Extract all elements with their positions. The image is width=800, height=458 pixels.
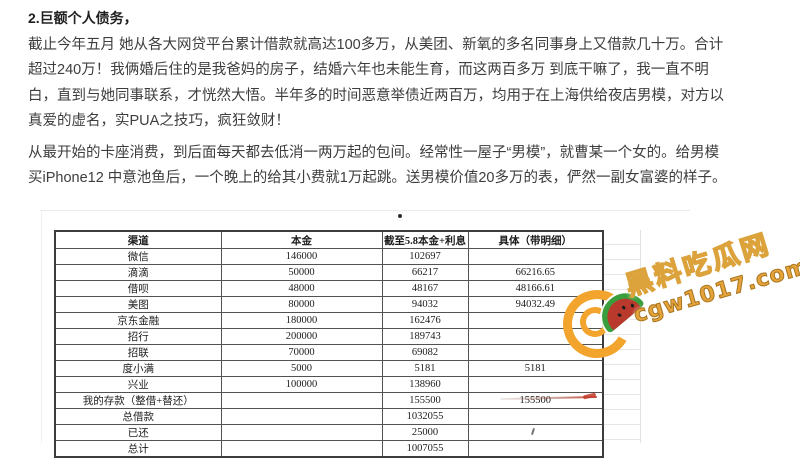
table-row: 兴业 100000 138960 [54,376,604,393]
table-cell [467,424,604,441]
table-cell: 48167 [381,280,469,297]
table-cell: 94032 [381,296,469,313]
col-header-channel: 渠道 [54,230,222,249]
table-cell: 微信 [54,248,222,265]
table-cell: 招行 [54,328,222,345]
table-cell [467,248,604,265]
table-cell: 总借款 [54,408,222,425]
table-cell: 美图 [54,296,222,313]
table-cell: 5181 [381,360,469,377]
paragraph-spending-detail: 从最开始的卡座消费，到后面每天都去低消一两万起的包间。经常性一屋子“男模”，就曹… [28,141,727,192]
table-cell: 50000 [220,264,383,281]
table-cell: 66217 [381,264,469,281]
text-line: 白，直到与她同事联系，才恍然大悟。半年多的时间恶意举债近两百万，均用于在上海供给… [28,87,724,104]
paragraph-debt-summary: 截止今年五月 她从各大网贷平台累计借款就高达100多万，从美团、新氧的多名同事身… [28,33,724,135]
table-cell: 146000 [220,248,383,265]
excel-gridline-top [40,210,690,211]
table-row: 总借款 1032055 [54,408,604,425]
table-cell: 借呗 [54,280,222,297]
table-row: 我的存款（整借+替还） 155500 155500 [54,392,604,409]
text-line: 从最开始的卡座消费，到后面每天都去低消一两万起的包间。经常性一屋子“男模”，就曹… [28,145,720,161]
table-cell [220,424,383,441]
table-row: 招联 70000 69082 [54,344,604,361]
table-cell: 200000 [220,328,383,345]
table-cell: 兴业 [54,376,222,393]
page-title: 2.巨额个人债务， [28,10,138,26]
table-cell: 69082 [381,344,469,361]
table-cell: 已还 [54,424,222,441]
col-header-detail: 具体（带明细） [467,230,604,249]
table-row: 美图 80000 94032 94032.49 [54,296,604,313]
excel-gridlines-right [604,230,641,443]
table-row: 度小满 5000 5181 5181 [54,360,604,377]
table-row: 已还 25000 [54,424,604,441]
table-cell [467,376,604,393]
table-cell: 180000 [220,312,383,329]
table-cell: 102697 [381,248,469,265]
table-cell: 66216.65 [467,264,604,281]
table-cell: 189743 [381,328,469,345]
table-cell: 138960 [381,376,469,393]
table-cell: 5000 [220,360,383,377]
table-cell: 155500 [381,392,469,409]
text-line: 截止今年五月 她从各大网贷平台累计借款就高达100多万，从美团、新氧的多名同事身… [28,37,724,53]
table-row: 微信 146000 102697 [54,248,604,265]
table-cell: 度小满 [54,360,222,377]
table-cell: 滴滴 [54,264,222,281]
table-cell: 25000 [381,424,469,441]
watermelon-seed [621,305,627,311]
text-line: 超过240万！我俩婚后住的是我爸妈的房子，结婚六年也未能生育，而这两百多万 到底… [28,62,709,79]
table-cell [220,392,383,409]
table-cell: 5181 [467,360,604,377]
stray-dot [398,214,402,218]
table-row: 京东金融 180000 162476 [54,312,604,329]
text-line: 真爱的虚名，实PUA之技巧，疯狂敛财！ [28,113,290,130]
page: 2.巨额个人债务， 截止今年五月 她从各大网贷平台累计借款就高达100多万，从美… [28,10,800,458]
table-cell: 80000 [220,296,383,313]
excel-gridline-left [41,210,42,443]
table-cell [220,408,383,425]
col-header-principal: 本金 [220,230,383,249]
table-row: 借呗 48000 48167 48166.61 [54,280,604,297]
table-cell: 48000 [220,280,383,297]
table-cell: 我的存款（整借+替还） [54,392,222,409]
table-cell: 京东金融 [54,312,222,329]
table-cell: 1032055 [381,408,469,425]
col-header-principal-interest: 截至5.8本金+利息 [381,230,469,249]
table-row: 滴滴 50000 66217 66216.65 [54,264,604,281]
table-row: 招行 200000 189743 [54,328,604,345]
watermelon-seed [617,312,623,318]
text-line: 买iPhone12 中意池鱼后，一个晚上的给其小费就1万起跳。送男模价值20多万… [28,170,727,187]
table-header-row: 渠道 本金 截至5.8本金+利息 具体（带明细） [54,230,604,249]
debt-table: 渠道 本金 截至5.8本金+利息 具体（带明细） 微信 146000 10269… [54,230,604,458]
table-cell: 100000 [220,376,383,393]
table-cell [467,408,604,425]
table-cell: 招联 [54,344,222,361]
table-cell: 70000 [220,344,383,361]
table-cell: 162476 [381,312,469,329]
